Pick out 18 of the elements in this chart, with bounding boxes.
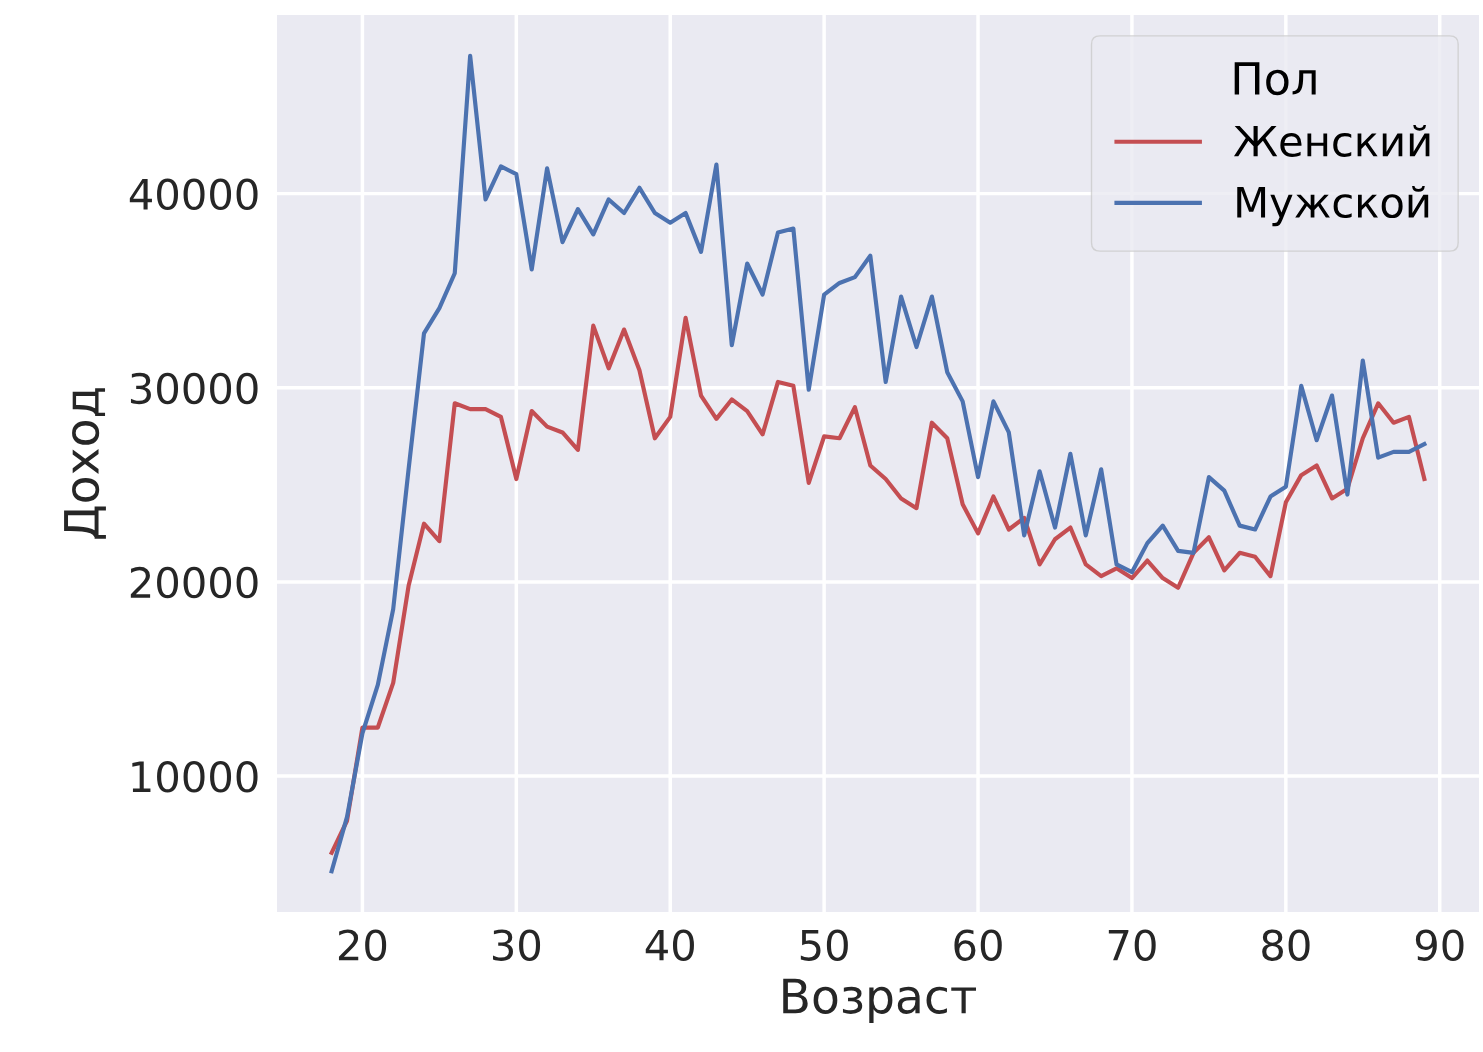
y-tick-label: 20000 — [130, 566, 258, 599]
x-tick-label: 60 — [954, 929, 1002, 961]
legend-label: Женский — [1233, 124, 1430, 157]
x-tick-label: 40 — [645, 929, 694, 961]
legend-label: Мужской — [1237, 186, 1429, 227]
y-tick-label: 30000 — [130, 372, 258, 405]
y-axis-title: Доход — [64, 388, 106, 539]
y-tick-label: 10000 — [132, 761, 258, 793]
x-tick-label: 70 — [1108, 929, 1156, 961]
x-axis-title: Возраст — [783, 978, 976, 1024]
y-tick-label: 40000 — [129, 178, 258, 211]
x-tick-label: 30 — [492, 929, 541, 961]
x-tick-label: 50 — [800, 929, 848, 961]
x-tick-label: 80 — [1262, 929, 1310, 961]
x-tick-label: 20 — [338, 929, 387, 961]
line-series — [329, 315, 1427, 855]
x-tick-label: 90 — [1415, 929, 1464, 961]
legend-title: Пол — [1234, 62, 1316, 96]
